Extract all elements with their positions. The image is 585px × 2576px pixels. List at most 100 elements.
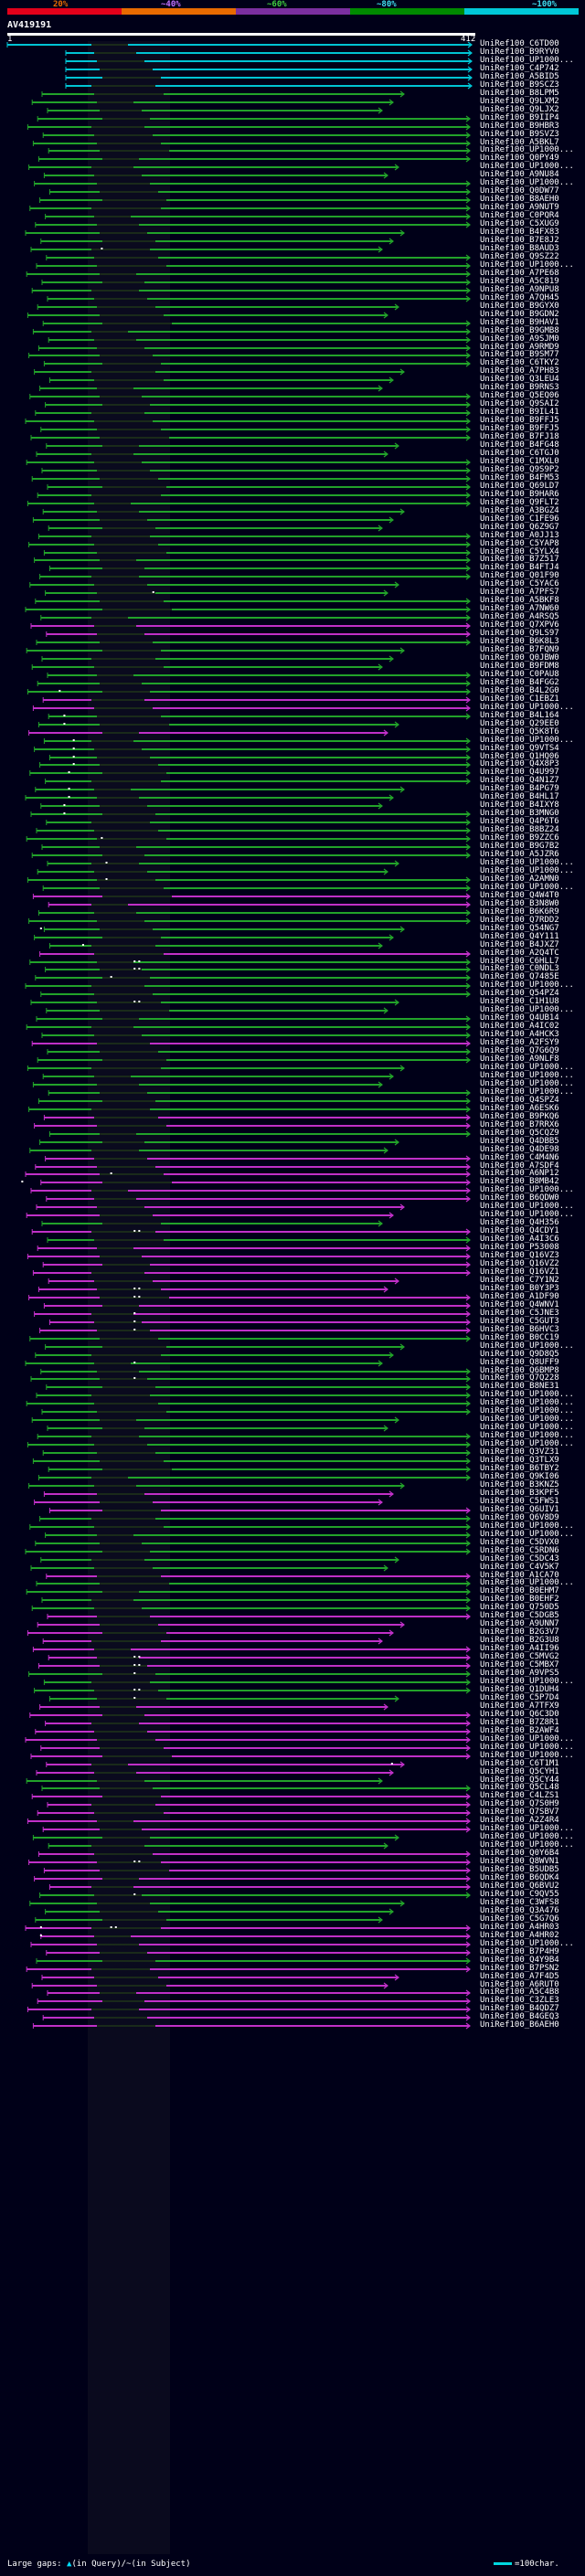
hit-label[interactable]: UniRef100_UP1000...: [480, 1087, 574, 1097]
alignment-row[interactable]: [47, 1801, 471, 1808]
alignment-row[interactable]: [27, 1441, 471, 1448]
hit-label[interactable]: UniRef100_C5RDN6: [480, 1546, 559, 1555]
alignment-row[interactable]: [42, 885, 471, 892]
hit-label[interactable]: UniRef100_Q9FLT2: [480, 498, 559, 507]
alignment-row[interactable]: [43, 549, 471, 557]
hit-label[interactable]: UniRef100_Q4Y9B4: [480, 1956, 559, 1965]
hit-label[interactable]: UniRef100_UP1000...: [480, 260, 574, 270]
alignment-row[interactable]: [46, 1761, 405, 1768]
hit-label[interactable]: UniRef100_P53008: [480, 1243, 559, 1252]
hit-label[interactable]: UniRef100_A4HR03: [480, 1923, 559, 1932]
alignment-row[interactable]: [45, 1155, 471, 1162]
alignment-row[interactable]: [25, 1736, 471, 1744]
alignment-row[interactable]: [48, 754, 471, 761]
alignment-row[interactable]: [30, 246, 383, 253]
alignment-row[interactable]: [27, 1818, 471, 1825]
hit-label[interactable]: UniRef100_UP1000...: [480, 1415, 574, 1424]
hit-label[interactable]: UniRef100_Q6Z9G7: [480, 523, 559, 532]
hit-label[interactable]: UniRef100_A9RMD9: [480, 343, 559, 352]
alignment-row[interactable]: [46, 1383, 471, 1391]
hit-label[interactable]: UniRef100_B9HAR6: [480, 490, 559, 499]
alignment-row[interactable]: [48, 713, 471, 720]
alignment-row[interactable]: [45, 1908, 394, 1915]
alignment-row[interactable]: [6, 41, 473, 48]
hit-label[interactable]: UniRef100_Q5CY44: [480, 1776, 559, 1785]
alignment-row[interactable]: [35, 598, 471, 605]
hit-label[interactable]: UniRef100_Q4Y111: [480, 932, 559, 941]
alignment-row[interactable]: [30, 1941, 471, 1948]
alignment-row[interactable]: [35, 1916, 383, 1924]
alignment-row[interactable]: [29, 1147, 388, 1154]
hit-label[interactable]: UniRef100_UP1000...: [480, 1210, 574, 1219]
alignment-row[interactable]: [25, 1171, 471, 1178]
alignment-row[interactable]: [32, 1081, 383, 1088]
hit-label[interactable]: UniRef100_A7F4D5: [480, 1972, 559, 1981]
hit-label[interactable]: UniRef100_B9RYV0: [480, 48, 559, 57]
hit-label[interactable]: UniRef100_A4RSQ5: [480, 612, 559, 621]
alignment-row[interactable]: [31, 475, 471, 482]
hit-label[interactable]: UniRef100_A5C819: [480, 277, 559, 286]
alignment-row[interactable]: [32, 1646, 471, 1653]
alignment-row[interactable]: [32, 1834, 399, 1841]
alignment-row[interactable]: [31, 1605, 471, 1612]
alignment-row[interactable]: [37, 1850, 471, 1858]
alignment-row[interactable]: [41, 90, 405, 98]
hit-label[interactable]: UniRef100_C1MXL0: [480, 457, 559, 466]
hit-label[interactable]: UniRef100_C1FE96: [480, 514, 559, 524]
hit-label[interactable]: UniRef100_Q16VZ2: [480, 1259, 559, 1268]
hit-label[interactable]: UniRef100_UP1000...: [480, 1341, 574, 1351]
hit-label[interactable]: UniRef100_A9UNN7: [480, 1619, 559, 1628]
alignment-row[interactable]: [36, 451, 388, 458]
hit-label[interactable]: UniRef100_B6HVC3: [480, 1325, 559, 1334]
alignment-row[interactable]: [41, 1974, 399, 1981]
alignment-row[interactable]: [27, 2006, 471, 2013]
alignment-row[interactable]: [31, 1228, 471, 1235]
hit-label[interactable]: UniRef100_A2FSY9: [480, 1038, 559, 1047]
hit-label[interactable]: UniRef100_Q4N1Z7: [480, 776, 559, 785]
alignment-row[interactable]: [27, 1065, 405, 1072]
hit-label[interactable]: UniRef100_B3KPF5: [480, 1489, 559, 1498]
alignment-row[interactable]: [29, 1335, 471, 1342]
hit-label[interactable]: UniRef100_C5YAC6: [480, 579, 559, 588]
hit-label[interactable]: UniRef100_C4P742: [480, 64, 559, 73]
hit-label[interactable]: UniRef100_B6TBY2: [480, 1464, 559, 1473]
alignment-row[interactable]: [29, 769, 471, 777]
hit-label[interactable]: UniRef100_A9VPS5: [480, 1669, 559, 1678]
hit-label[interactable]: UniRef100_B7FJ18: [480, 432, 559, 441]
hit-label[interactable]: UniRef100_UP1000...: [480, 981, 574, 990]
hit-label[interactable]: UniRef100_A9NLF8: [480, 1055, 559, 1064]
hit-label[interactable]: UniRef100_UP1000...: [480, 1824, 574, 1833]
alignment-row[interactable]: [42, 1826, 471, 1833]
alignment-row[interactable]: [28, 1859, 471, 1866]
hit-label[interactable]: UniRef100_Q9LJX2: [480, 105, 559, 114]
hit-label[interactable]: UniRef100_C6HLL7: [480, 957, 559, 966]
alignment-row[interactable]: [29, 1523, 471, 1531]
hit-label[interactable]: UniRef100_B6AEH0: [480, 2020, 559, 2030]
hit-label[interactable]: UniRef100_B9SVZ3: [480, 130, 559, 139]
alignment-row[interactable]: [43, 1114, 471, 1121]
alignment-row[interactable]: [26, 270, 471, 278]
alignment-row[interactable]: [42, 1638, 383, 1645]
hit-label[interactable]: UniRef100_Q4DBB5: [480, 1137, 559, 1146]
hit-label[interactable]: UniRef100_Q7XPV6: [480, 620, 559, 630]
hit-label[interactable]: UniRef100_B4QDZ7: [480, 2004, 559, 2013]
hit-label[interactable]: UniRef100_Q54PZ4: [480, 989, 559, 998]
alignment-row[interactable]: [65, 58, 473, 65]
hit-label[interactable]: UniRef100_A1CA70: [480, 1571, 559, 1580]
hit-label[interactable]: UniRef100_UP1000...: [480, 1202, 574, 1211]
hit-label[interactable]: UniRef100_C3ZLE3: [480, 1996, 559, 2005]
alignment-row[interactable]: [40, 1368, 471, 1375]
hit-label[interactable]: UniRef100_UP1000...: [480, 736, 574, 745]
hit-label[interactable]: UniRef100_A6ESK6: [480, 1104, 559, 1113]
hit-label[interactable]: UniRef100_B9IL41: [480, 408, 559, 417]
alignment-row[interactable]: [65, 74, 473, 81]
alignment-row[interactable]: [32, 1458, 471, 1465]
alignment-row[interactable]: [34, 1687, 471, 1694]
hit-label[interactable]: UniRef100_Q7Q228: [480, 1373, 559, 1383]
alignment-row[interactable]: [47, 860, 399, 867]
hit-label[interactable]: UniRef100_B4L164: [480, 711, 559, 720]
hit-label[interactable]: UniRef100_UP1000...: [480, 1398, 574, 1407]
alignment-row[interactable]: [32, 2022, 471, 2030]
alignment-row[interactable]: [28, 164, 399, 171]
alignment-row[interactable]: [34, 1122, 471, 1129]
